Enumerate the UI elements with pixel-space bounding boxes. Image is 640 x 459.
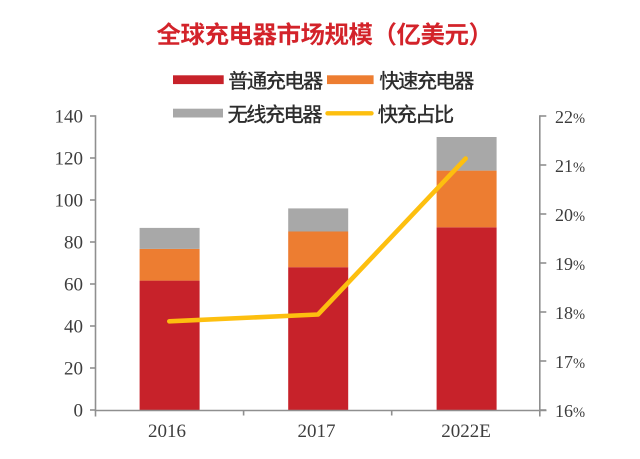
svg-text:60: 60 bbox=[64, 275, 83, 296]
svg-text:18%: 18% bbox=[555, 303, 585, 323]
svg-text:19%: 19% bbox=[555, 254, 585, 274]
svg-text:2017: 2017 bbox=[298, 421, 336, 442]
svg-text:0: 0 bbox=[74, 401, 84, 422]
svg-text:140: 140 bbox=[55, 107, 84, 128]
svg-text:80: 80 bbox=[64, 233, 83, 254]
svg-text:20: 20 bbox=[64, 359, 83, 380]
svg-text:21%: 21% bbox=[555, 156, 585, 176]
svg-text:2022E: 2022E bbox=[441, 421, 491, 442]
svg-text:2016: 2016 bbox=[148, 421, 186, 442]
svg-text:20%: 20% bbox=[555, 205, 585, 225]
svg-text:16%: 16% bbox=[555, 401, 585, 421]
svg-text:22%: 22% bbox=[555, 107, 585, 127]
svg-text:40: 40 bbox=[64, 317, 83, 338]
svg-text:100: 100 bbox=[55, 191, 84, 212]
svg-text:17%: 17% bbox=[555, 352, 585, 372]
svg-text:120: 120 bbox=[55, 149, 84, 170]
